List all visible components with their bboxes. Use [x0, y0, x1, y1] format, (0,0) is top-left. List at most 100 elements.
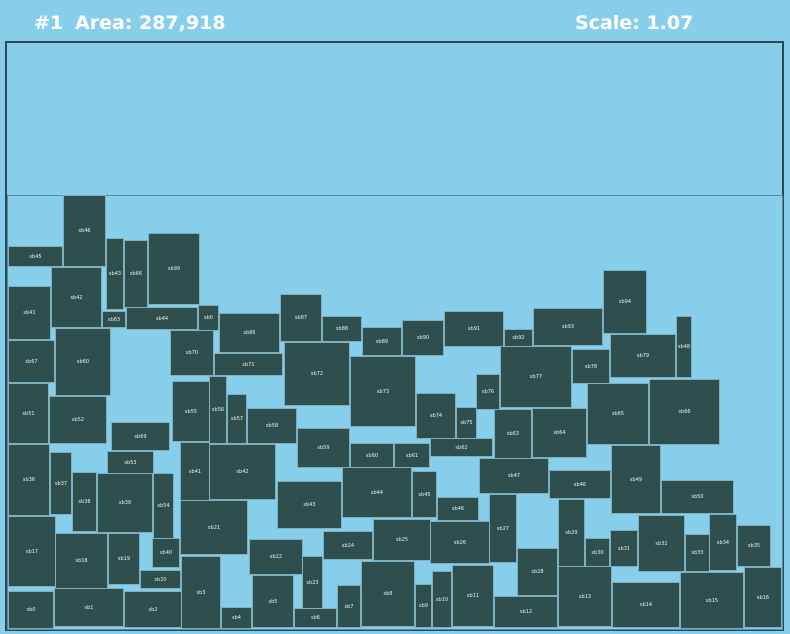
- box-sb34: sb34: [709, 514, 737, 571]
- box-sb78: sb78: [572, 349, 610, 384]
- box-sb32: sb32: [638, 515, 685, 572]
- box-sb79: sb79: [610, 334, 676, 378]
- box-sb90: sb90: [402, 320, 444, 356]
- box-sb92: sb92: [504, 329, 533, 347]
- box-sb19: sb19: [108, 533, 140, 585]
- box-sb66: sb66: [649, 379, 720, 445]
- box-sb24: sb24: [323, 531, 373, 560]
- box-sb23: sb23: [302, 556, 323, 609]
- box-sb5: sb5: [252, 575, 294, 628]
- box-sb44: sb44: [342, 467, 412, 518]
- box-sb56: sb56: [209, 376, 227, 444]
- box-sb42: sb42: [51, 267, 102, 328]
- box-sb63: sb63: [494, 409, 532, 459]
- box-sb26: sb26: [430, 521, 490, 564]
- scale-readout: Scale: 1.07: [575, 12, 694, 34]
- box-sb0: sb0: [8, 591, 54, 629]
- box-sb27: sb27: [489, 494, 517, 563]
- box-sb60: sb60: [55, 328, 111, 396]
- box-sb14: sb14: [612, 582, 680, 628]
- box-sb13: sb13: [558, 566, 612, 627]
- box-sb75: sb75: [456, 407, 477, 439]
- solution-index: #1: [34, 12, 64, 34]
- box-sb38: sb38: [72, 472, 97, 532]
- box-sb94: sb94: [603, 270, 647, 334]
- box-sb89: sb89: [362, 327, 402, 356]
- box-sb70: sb70: [170, 330, 214, 376]
- box-sb42: sb42: [209, 444, 276, 500]
- box-sb8: sb8: [361, 561, 415, 627]
- box-sb4: sb4: [221, 607, 252, 629]
- box-sb91: sb91: [444, 311, 504, 347]
- box-sb31: sb31: [610, 530, 638, 567]
- box-sb76: sb76: [476, 374, 500, 410]
- box-sb7: sb7: [337, 585, 361, 628]
- packing-canvas: [5, 41, 784, 631]
- box-sb41: sb41: [8, 286, 51, 340]
- box-sb28: sb28: [517, 548, 558, 596]
- box-sb99: sb99: [148, 233, 200, 305]
- box-sb46: sb46: [63, 195, 106, 267]
- box-sb44: sb44: [126, 307, 198, 330]
- box-sb37: sb37: [50, 452, 72, 515]
- box-sb71: sb71: [214, 353, 283, 376]
- box-sb45: sb45: [8, 246, 63, 267]
- box-sb65: sb65: [587, 383, 649, 445]
- box-sb74: sb74: [416, 393, 456, 439]
- box-sb33: sb33: [685, 534, 710, 572]
- box-sb59: sb59: [297, 428, 350, 468]
- area-readout: Area: 287,918: [75, 12, 226, 34]
- box-sb50: sb50: [661, 480, 734, 514]
- box-sb87: sb87: [280, 294, 322, 342]
- box-sb9: sb9: [415, 584, 432, 628]
- box-sb3: sb3: [181, 556, 221, 629]
- box-sb22: sb22: [249, 539, 303, 575]
- box-sb29: sb29: [558, 499, 585, 567]
- box-sb1: sb1: [54, 588, 124, 627]
- box-sb51: sb51: [8, 383, 49, 444]
- box-sb18: sb18: [55, 533, 108, 589]
- box-sb40: sb40: [152, 538, 180, 568]
- box-sb77: sb77: [500, 346, 572, 408]
- box-sb0: sb0: [198, 305, 219, 331]
- box-sb72: sb72: [284, 342, 350, 406]
- box-sb52: sb52: [49, 396, 107, 444]
- box-sb16: sb16: [744, 567, 782, 628]
- box-sb10: sb10: [432, 571, 452, 628]
- box-sb49: sb49: [611, 445, 661, 514]
- box-sb17: sb17: [8, 516, 56, 587]
- box-sb63: sb63: [102, 311, 126, 328]
- box-sb46: sb46: [549, 470, 611, 499]
- box-sb15: sb15: [680, 572, 744, 629]
- box-sb35: sb35: [737, 525, 771, 567]
- box-sb69: sb69: [111, 422, 170, 451]
- box-sb64: sb64: [532, 408, 587, 458]
- box-sb25: sb25: [373, 519, 431, 561]
- box-sb21: sb21: [180, 500, 248, 555]
- box-sb43: sb43: [106, 238, 124, 310]
- box-sb86: sb86: [219, 313, 280, 353]
- box-sb61: sb61: [394, 443, 430, 468]
- box-sb12: sb12: [494, 596, 558, 628]
- box-sb93: sb93: [533, 308, 603, 346]
- box-sb57: sb57: [227, 394, 247, 444]
- box-sb46: sb46: [437, 497, 479, 521]
- box-sb88: sb88: [322, 316, 362, 342]
- box-sb36: sb36: [8, 444, 50, 516]
- bin-container: [7, 195, 783, 630]
- box-sb62: sb62: [430, 438, 493, 457]
- box-sb43: sb43: [277, 481, 342, 529]
- box-sb55: sb55: [172, 381, 210, 442]
- box-sb53: sb53: [107, 451, 154, 475]
- box-sb41: sb41: [180, 442, 210, 502]
- box-sb39: sb39: [97, 473, 153, 533]
- box-sb54: sb54: [153, 473, 174, 539]
- box-sb66: sb66: [124, 240, 148, 308]
- box-sb2: sb2: [124, 591, 182, 628]
- box-sb30: sb30: [585, 538, 610, 567]
- box-sb47: sb47: [479, 458, 549, 494]
- box-sb45: sb45: [412, 471, 437, 518]
- box-sb48: sb48: [676, 316, 692, 378]
- box-sb60: sb60: [350, 443, 394, 468]
- box-sb6: sb6: [294, 608, 337, 628]
